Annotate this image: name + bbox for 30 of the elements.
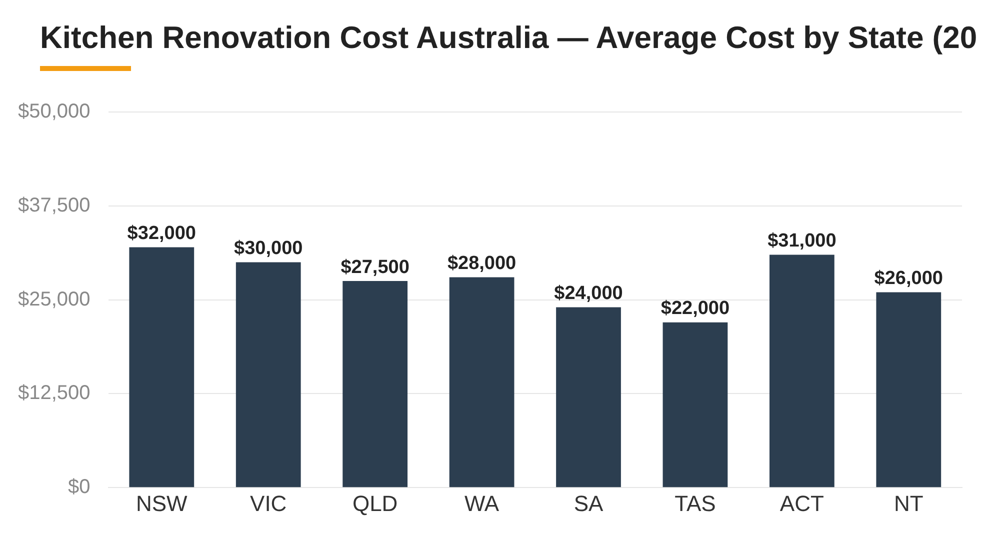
data-label: $31,000 xyxy=(768,230,836,252)
bar xyxy=(769,254,834,488)
x-tick-label: NSW xyxy=(136,490,188,516)
data-label: $27,500 xyxy=(340,256,410,278)
y-tick-label: $0 xyxy=(68,476,90,498)
x-tick-label: NT xyxy=(894,490,924,516)
x-tick-label: VIC xyxy=(250,490,287,516)
bar xyxy=(449,277,514,488)
x-tick-label: WA xyxy=(464,490,500,516)
x-tick-label: QLD xyxy=(352,490,398,516)
chart-title: Kitchen Renovation Cost Australia — Average Cost by State (20 xyxy=(40,20,978,56)
data-label: $22,000 xyxy=(660,298,730,320)
bar xyxy=(342,281,408,488)
bar xyxy=(876,292,942,488)
data-label: $28,000 xyxy=(447,253,516,274)
data-label: $24,000 xyxy=(554,283,623,304)
data-label: $26,000 xyxy=(874,268,943,290)
y-tick-label: $50,000 xyxy=(18,100,90,123)
data-label: $32,000 xyxy=(127,222,196,244)
bar xyxy=(662,322,728,488)
x-tick-label: TAS xyxy=(674,490,716,516)
bar xyxy=(129,247,194,488)
y-tick-label: $12,500 xyxy=(18,382,90,404)
bar xyxy=(556,307,621,488)
x-tick-label: SA xyxy=(574,490,604,516)
y-tick-label: $37,500 xyxy=(18,194,90,216)
data-label: $30,000 xyxy=(234,238,303,259)
x-tick-label: ACT xyxy=(780,490,824,516)
y-tick-label: $25,000 xyxy=(18,288,90,310)
bar xyxy=(236,262,301,488)
